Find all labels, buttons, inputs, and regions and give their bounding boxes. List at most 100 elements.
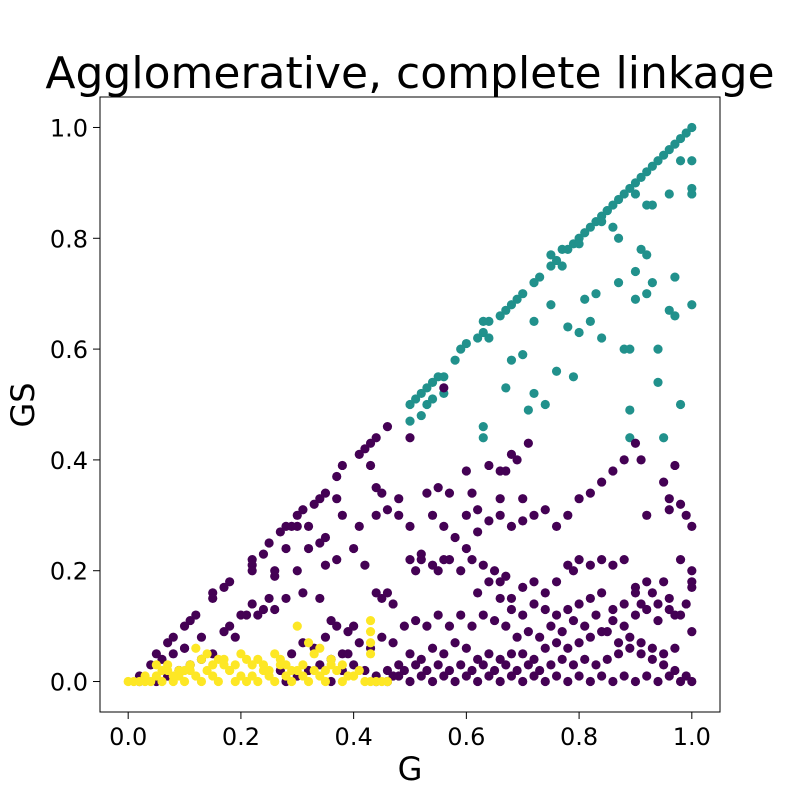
scatter-point <box>270 604 280 615</box>
scatter-point <box>337 660 347 670</box>
y-tick-label: 0.2 <box>50 558 88 586</box>
scatter-point <box>489 615 500 626</box>
scatter-point <box>687 521 697 531</box>
scatter-point <box>642 250 652 260</box>
scatter-point <box>512 455 522 465</box>
scatter-point <box>495 494 505 504</box>
scatter-point <box>146 676 156 687</box>
scatter-point <box>444 555 455 565</box>
scatter-point <box>326 615 336 626</box>
scatter-point <box>619 599 629 609</box>
scatter-point <box>411 394 421 404</box>
scatter-point <box>597 588 607 598</box>
scatter-point <box>580 621 590 631</box>
scatter-point <box>670 460 680 471</box>
scatter-point <box>461 510 471 520</box>
scatter-point <box>478 433 488 443</box>
scatter-point <box>642 604 652 615</box>
scatter-point <box>332 621 342 631</box>
scatter-point <box>585 488 595 498</box>
scatter-point <box>591 289 601 299</box>
scatter-point <box>473 333 483 343</box>
scatter-point <box>529 599 539 609</box>
scatter-point <box>422 383 432 393</box>
scatter-point <box>236 671 246 681</box>
scatter-point <box>326 654 336 664</box>
scatter-point <box>303 521 314 531</box>
scatter-point <box>157 676 167 687</box>
scatter-point <box>349 543 359 554</box>
y-axis: 0.0 0.2 0.4 0.6 0.8 1.0 <box>50 114 100 697</box>
scatter-point <box>365 460 376 471</box>
scatter-point <box>540 505 550 515</box>
scatter-point <box>518 350 528 360</box>
scatter-point <box>501 660 511 670</box>
scatter-point <box>630 610 641 620</box>
scatter-point <box>247 566 257 576</box>
scatter-point <box>365 627 376 637</box>
scatter-point <box>664 305 674 315</box>
scatter-point <box>518 582 528 592</box>
scatter-point <box>647 588 657 598</box>
scatter-point <box>394 494 404 504</box>
scatter-point <box>461 643 471 653</box>
scatter-point <box>315 494 325 504</box>
scatter-point <box>568 566 579 576</box>
scatter-point <box>659 433 669 443</box>
scatter-point <box>287 676 297 687</box>
x-tick-label: 0.6 <box>447 723 485 751</box>
scatter-point <box>653 377 663 387</box>
scatter-point <box>365 438 376 448</box>
scatter-point <box>354 521 364 531</box>
scatter-point <box>382 665 393 676</box>
scatter-point <box>675 156 686 166</box>
scatter-point <box>608 615 618 626</box>
x-tick-label: 0.0 <box>109 723 147 751</box>
scatter-point <box>557 261 567 271</box>
scatter-point <box>478 316 488 326</box>
scatter-point <box>557 627 567 637</box>
scatter-point <box>585 632 595 642</box>
scatter-point <box>427 377 438 387</box>
scatter-point <box>608 560 618 570</box>
scatter-point <box>506 449 517 459</box>
scatter-point <box>563 560 573 570</box>
scatter-point <box>473 676 483 687</box>
scatter-point <box>163 638 173 648</box>
scatter-point <box>675 499 686 509</box>
scatter-point <box>585 316 595 326</box>
scatter-point <box>681 510 691 520</box>
scatter-point <box>444 488 455 498</box>
scatter-point <box>495 510 505 520</box>
scatter-point <box>439 649 449 659</box>
scatter-point <box>512 665 522 676</box>
scatter-point <box>478 327 488 338</box>
scatter-point <box>630 588 641 598</box>
scatter-point <box>625 433 635 443</box>
x-tick-label: 1.0 <box>673 723 711 751</box>
scatter-point <box>377 593 387 604</box>
scatter-point <box>478 560 488 570</box>
scatter-point <box>613 278 624 288</box>
scatter-point <box>597 477 607 487</box>
scatter-point <box>354 638 364 648</box>
scatter-point <box>484 577 494 587</box>
scatter-point <box>388 599 398 609</box>
scatter-point <box>168 632 178 642</box>
scatter-point <box>642 577 652 587</box>
scatter-point <box>540 604 550 615</box>
scatter-point <box>253 676 263 687</box>
scatter-point <box>473 588 483 598</box>
scatter-point <box>439 671 449 681</box>
scatter-point <box>202 665 212 676</box>
scatter-point <box>540 588 550 598</box>
scatter-point <box>275 527 285 537</box>
scatter-point <box>523 660 533 670</box>
scatter-point <box>281 671 291 681</box>
scatter-point <box>179 643 190 653</box>
scatter-point <box>422 488 432 498</box>
scatter-point <box>427 510 438 520</box>
scatter-point <box>456 344 466 354</box>
scatter-point <box>512 294 522 304</box>
scatter-point <box>354 665 364 676</box>
